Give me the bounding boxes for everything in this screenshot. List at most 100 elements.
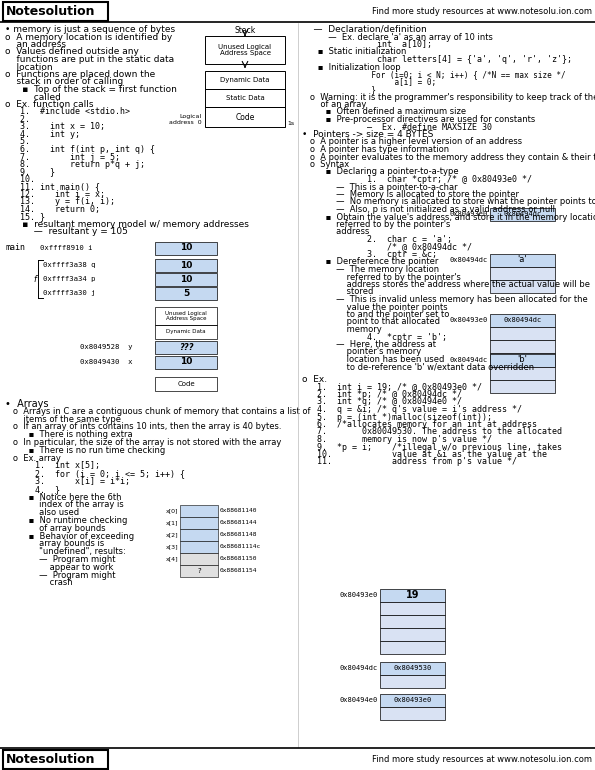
Text: 8.       memory is now p's value */: 8. memory is now p's value */ [302, 435, 492, 444]
Bar [155, 356, 217, 369]
Text: 12.    int i = x;: 12. int i = x; [5, 190, 105, 199]
Text: index of the array is: index of the array is [5, 500, 124, 510]
Text: ▪  resultant memory model w/ memory addresses: ▪ resultant memory model w/ memory addre… [5, 220, 249, 229]
Bar [490, 380, 555, 393]
Text: 'b': 'b' [518, 356, 527, 364]
Bar [490, 280, 555, 293]
Text: 10.: 10. [5, 175, 35, 184]
Text: 6.    int f(int p, int q) {: 6. int f(int p, int q) { [5, 145, 155, 154]
Text: 7.       0x80049530. The address to the allocated: 7. 0x80049530. The address to the alloca… [302, 427, 562, 437]
Text: —  This is a pointer-to-a-char: — This is a pointer-to-a-char [302, 182, 458, 192]
Text: point to that allocated: point to that allocated [302, 317, 440, 326]
Bar [3, 2, 108, 21]
Bar [490, 313, 555, 326]
Text: 10: 10 [180, 243, 192, 253]
Bar [380, 707, 445, 719]
Text: o  Ex. function calls: o Ex. function calls [5, 100, 93, 109]
Text: 'a': 'a' [518, 256, 527, 265]
Bar [155, 286, 217, 300]
Text: 2.  char c = 'a';: 2. char c = 'a'; [302, 235, 452, 244]
Text: —  Ex. #define MAXSIZE 30: — Ex. #define MAXSIZE 30 [302, 122, 492, 132]
Bar [490, 253, 555, 266]
Text: 0x8049530: 0x8049530 [393, 665, 431, 671]
Text: 0x80494dc: 0x80494dc [450, 357, 488, 363]
Text: o  If an array of ints contains 10 ints, then the array is 40 bytes.: o If an array of ints contains 10 ints, … [5, 423, 281, 431]
Text: 7.        int j = 5;: 7. int j = 5; [5, 152, 120, 162]
Text: /* @ 0x80494dc */: /* @ 0x80494dc */ [302, 243, 472, 252]
Text: o  Ex.: o Ex. [302, 375, 327, 384]
Text: x[3]: x[3] [165, 544, 178, 550]
Text: •  Arrays: • Arrays [5, 399, 49, 409]
Text: ???: ??? [178, 343, 193, 351]
Text: address stores the address where the actual value will be: address stores the address where the act… [302, 280, 590, 289]
Text: 0x80494dc: 0x80494dc [503, 317, 541, 323]
Text: int  a[10];: int a[10]; [302, 40, 432, 49]
Text: Dynamic Data: Dynamic Data [220, 77, 270, 83]
Text: x[4]: x[4] [165, 557, 178, 561]
Bar [155, 307, 217, 325]
Bar [205, 107, 285, 127]
Text: 0x80493e0: 0x80493e0 [393, 697, 431, 703]
Text: array bounds is: array bounds is [5, 540, 104, 548]
Text: •  Pointers -> size = 4 BYTES: • Pointers -> size = 4 BYTES [302, 130, 433, 139]
Text: ?: ? [197, 568, 201, 574]
Text: 0x88681140: 0x88681140 [220, 508, 258, 514]
Bar [380, 694, 445, 707]
Text: ▪  No runtime checking: ▪ No runtime checking [5, 516, 127, 525]
Text: ▪  Declaring a pointer-to-a-type: ▪ Declaring a pointer-to-a-type [302, 168, 459, 176]
Text: 4.    int y;: 4. int y; [5, 130, 80, 139]
Text: Dynamic Data: Dynamic Data [166, 330, 206, 334]
Text: 0x88681148: 0x88681148 [220, 533, 258, 537]
Text: called: called [5, 92, 61, 102]
Text: —  Program might: — Program might [5, 571, 115, 580]
Text: 9.    }: 9. } [5, 168, 55, 176]
Text: 10: 10 [180, 357, 192, 367]
Bar [380, 628, 445, 641]
Text: 0xffff8910 i: 0xffff8910 i [40, 245, 92, 251]
Bar [180, 553, 218, 565]
Text: —  No memory is allocated to store what the pointer points to: — No memory is allocated to store what t… [302, 197, 595, 206]
Text: 4.  *cptr = 'b';: 4. *cptr = 'b'; [302, 333, 447, 342]
Bar [180, 505, 218, 517]
Text: o  A pointer is a higher level version of an address: o A pointer is a higher level version of… [302, 138, 522, 146]
Bar [205, 36, 285, 64]
Text: referred to by the pointer's: referred to by the pointer's [302, 220, 450, 229]
Text: 1.  #include <stdio.h>: 1. #include <stdio.h> [5, 108, 130, 116]
Text: memory: memory [302, 325, 382, 334]
Bar [380, 641, 445, 654]
Text: items of the same type: items of the same type [5, 414, 121, 424]
Text: ▪  Dereference the pointer: ▪ Dereference the pointer [302, 257, 439, 266]
Text: value the pointer points: value the pointer points [302, 303, 447, 312]
Text: Unused Logical
Address Space: Unused Logical Address Space [218, 43, 271, 56]
Text: 5: 5 [183, 289, 189, 297]
Text: 0x80493e0: 0x80493e0 [340, 592, 378, 598]
Text: location: location [5, 62, 52, 72]
Text: ▪  Static initialization: ▪ Static initialization [302, 48, 406, 56]
Text: 0x8049430  x: 0x8049430 x [80, 359, 133, 365]
Text: o  Functions are placed down the: o Functions are placed down the [5, 70, 155, 79]
Text: ▪  Behavior of exceeding: ▪ Behavior of exceeding [5, 531, 134, 541]
Text: ▪  There is nothing extra: ▪ There is nothing extra [5, 430, 133, 439]
Text: Code: Code [177, 381, 195, 387]
Text: address: address [302, 227, 369, 236]
Text: 0x80494dc: 0x80494dc [340, 665, 378, 671]
Text: —  Here, the address at: — Here, the address at [302, 340, 436, 349]
Text: "undefined", results:: "undefined", results: [5, 547, 126, 556]
Text: pointer's memory: pointer's memory [302, 347, 421, 357]
Text: Stack: Stack [234, 26, 256, 35]
Bar [205, 71, 285, 89]
Text: —  Program might: — Program might [5, 555, 115, 564]
Text: 15. }: 15. } [5, 213, 45, 222]
Text: x[0]: x[0] [165, 508, 178, 514]
Text: 0x80493e0: 0x80493e0 [450, 211, 488, 217]
Text: o  A pointer has type information: o A pointer has type information [302, 145, 449, 154]
Bar [490, 353, 555, 366]
Text: —  resultant y = 105: — resultant y = 105 [5, 227, 128, 236]
Text: 0x88681114c: 0x88681114c [220, 544, 261, 550]
Text: 10: 10 [180, 260, 192, 269]
Bar [380, 614, 445, 628]
Text: an address: an address [5, 40, 66, 49]
Text: x[1]: x[1] [165, 521, 178, 525]
Bar [180, 541, 218, 553]
Bar [490, 207, 555, 220]
